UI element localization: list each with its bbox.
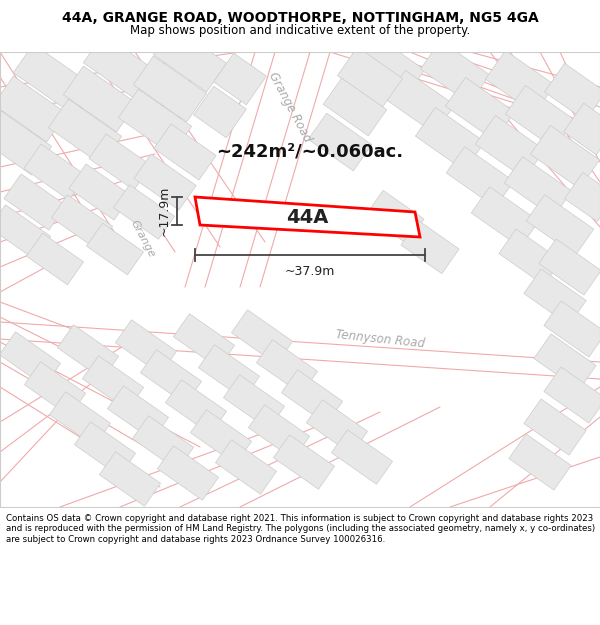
Polygon shape	[337, 47, 403, 107]
Polygon shape	[115, 320, 176, 374]
Polygon shape	[307, 400, 368, 454]
Polygon shape	[499, 229, 561, 285]
Text: 44A, GRANGE ROAD, WOODTHORPE, NOTTINGHAM, NG5 4GA: 44A, GRANGE ROAD, WOODTHORPE, NOTTINGHAM…	[62, 11, 538, 26]
Polygon shape	[82, 356, 143, 410]
Polygon shape	[83, 34, 157, 100]
Polygon shape	[133, 416, 194, 470]
Text: Contains OS data © Crown copyright and database right 2021. This information is : Contains OS data © Crown copyright and d…	[6, 514, 595, 544]
Polygon shape	[25, 362, 86, 416]
Polygon shape	[530, 126, 599, 189]
Polygon shape	[154, 124, 216, 180]
Polygon shape	[539, 239, 600, 295]
Polygon shape	[58, 325, 119, 379]
Polygon shape	[24, 144, 86, 200]
Polygon shape	[133, 56, 206, 122]
Polygon shape	[366, 191, 424, 244]
Polygon shape	[166, 380, 227, 434]
Polygon shape	[173, 314, 235, 368]
Polygon shape	[505, 86, 575, 149]
Polygon shape	[49, 392, 110, 446]
Text: Grange: Grange	[129, 219, 157, 259]
Polygon shape	[504, 157, 572, 218]
Polygon shape	[157, 446, 218, 500]
Polygon shape	[195, 197, 420, 237]
Polygon shape	[190, 410, 251, 464]
Polygon shape	[415, 107, 485, 171]
Polygon shape	[355, 36, 425, 99]
Polygon shape	[52, 195, 113, 249]
Polygon shape	[0, 205, 50, 259]
Polygon shape	[232, 310, 293, 364]
Polygon shape	[524, 269, 586, 325]
Polygon shape	[401, 221, 459, 274]
Polygon shape	[13, 44, 86, 110]
Polygon shape	[0, 109, 52, 175]
Polygon shape	[534, 334, 596, 390]
Polygon shape	[524, 399, 586, 455]
Polygon shape	[4, 174, 66, 230]
Polygon shape	[100, 452, 161, 506]
Text: ~37.9m: ~37.9m	[285, 265, 335, 278]
Polygon shape	[331, 430, 392, 484]
Polygon shape	[565, 173, 600, 222]
Polygon shape	[107, 386, 169, 440]
Polygon shape	[563, 103, 600, 155]
Text: Tennyson Road: Tennyson Road	[335, 328, 425, 350]
Polygon shape	[113, 185, 175, 239]
Polygon shape	[0, 76, 67, 142]
Polygon shape	[256, 340, 317, 394]
Text: 44A: 44A	[286, 208, 329, 227]
Polygon shape	[544, 301, 600, 357]
Polygon shape	[199, 345, 260, 399]
Polygon shape	[134, 154, 196, 210]
Text: ~17.9m: ~17.9m	[158, 186, 171, 236]
Text: Grange Road: Grange Road	[266, 70, 314, 144]
Polygon shape	[485, 51, 554, 114]
Polygon shape	[509, 434, 571, 490]
Polygon shape	[445, 78, 515, 141]
Polygon shape	[194, 86, 247, 138]
Polygon shape	[475, 116, 545, 179]
Polygon shape	[140, 350, 202, 404]
Polygon shape	[308, 113, 372, 171]
Polygon shape	[281, 370, 343, 424]
Polygon shape	[26, 233, 83, 285]
Polygon shape	[544, 63, 600, 121]
Polygon shape	[323, 78, 387, 136]
Polygon shape	[89, 134, 151, 190]
Polygon shape	[274, 435, 335, 489]
Text: ~242m²/~0.060ac.: ~242m²/~0.060ac.	[217, 143, 404, 161]
Polygon shape	[446, 147, 514, 208]
Polygon shape	[215, 440, 277, 494]
Polygon shape	[49, 99, 122, 165]
Polygon shape	[64, 66, 137, 132]
Polygon shape	[0, 332, 61, 386]
Polygon shape	[69, 164, 131, 220]
Polygon shape	[214, 53, 266, 105]
Polygon shape	[86, 223, 143, 275]
Polygon shape	[248, 405, 310, 459]
Polygon shape	[526, 194, 594, 256]
Polygon shape	[421, 41, 490, 104]
Polygon shape	[74, 422, 136, 476]
Polygon shape	[471, 187, 539, 248]
Polygon shape	[223, 375, 284, 429]
Polygon shape	[385, 71, 455, 134]
Text: Map shows position and indicative extent of the property.: Map shows position and indicative extent…	[130, 24, 470, 38]
Polygon shape	[118, 89, 191, 155]
Polygon shape	[154, 26, 227, 92]
Polygon shape	[544, 367, 600, 423]
